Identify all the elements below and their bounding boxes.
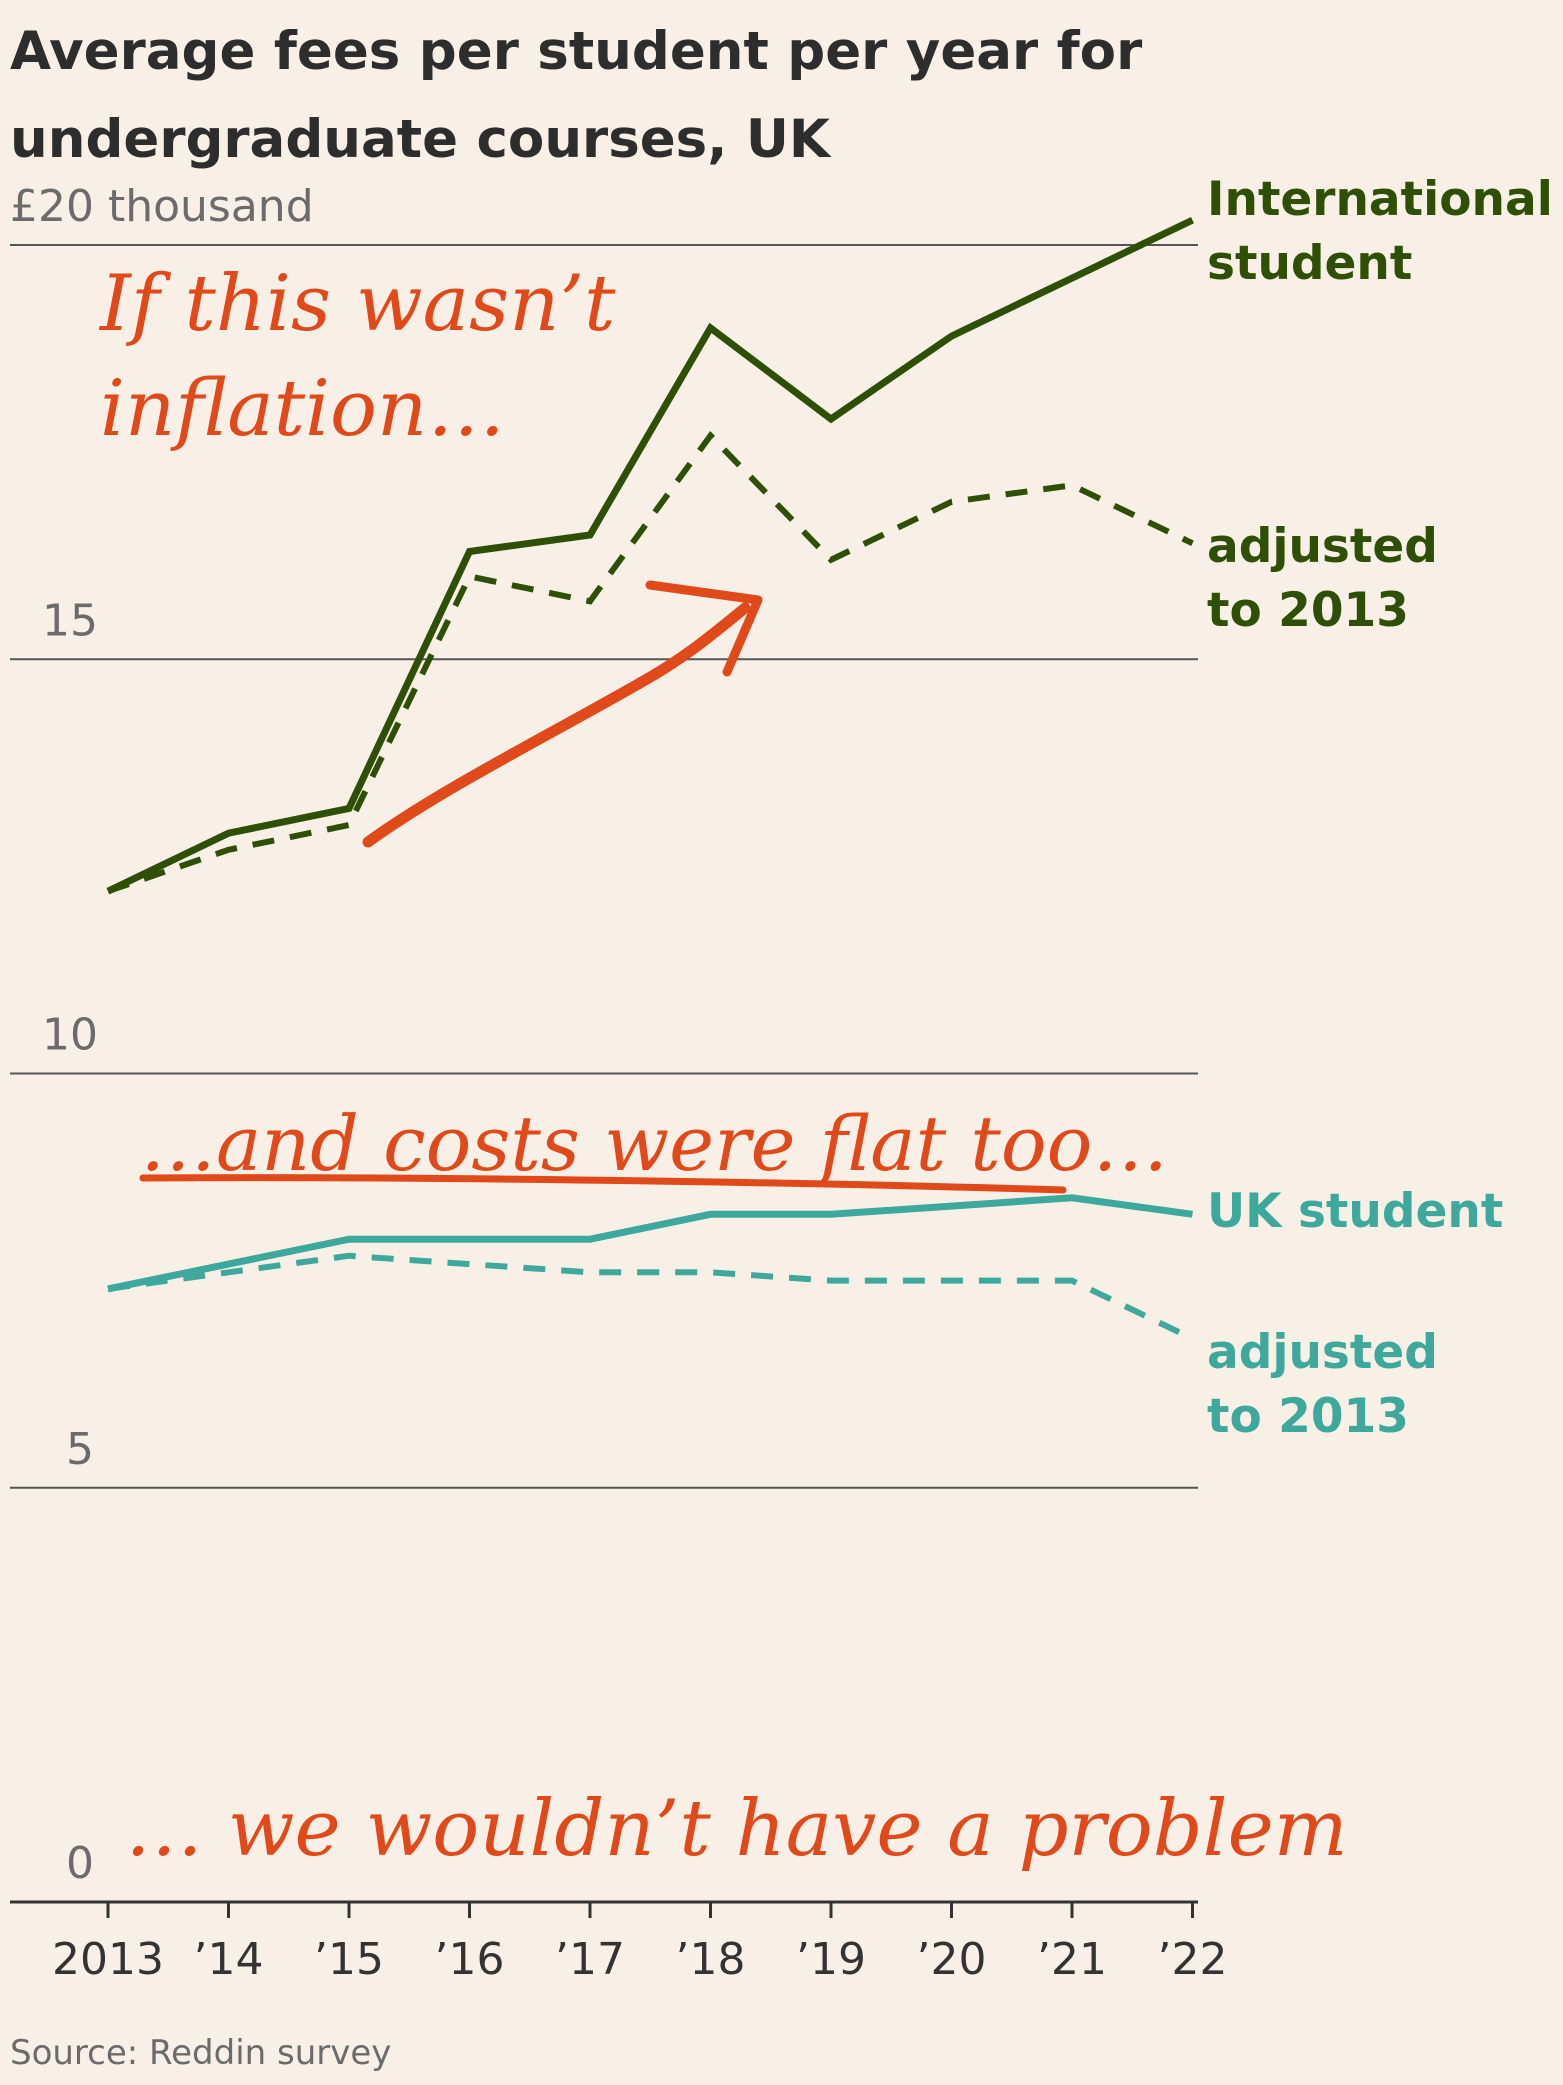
annotation-underline [139, 1174, 1067, 1194]
source-note: Source: Reddin survey [10, 2033, 392, 2073]
chart-title-line-2: undergraduate courses, UK [10, 109, 830, 170]
x-tick-label: ’15 [314, 1934, 384, 1985]
series-label-0: International [1207, 172, 1553, 227]
annotation-inflation-line-2: inflation… [100, 364, 505, 454]
series-lines [106, 216, 1195, 1342]
chart-title-line-1: Average fees per student per year for [10, 21, 1143, 82]
series-label-3: adjusted [1207, 1325, 1438, 1380]
series-label-1: adjusted [1207, 519, 1438, 574]
x-tick-label: ’22 [1158, 1934, 1228, 1985]
y-tick-label: 15 [42, 595, 98, 646]
arrow-shaft [362, 602, 751, 848]
annotation-inflation-line-1: If this wasn’t [98, 259, 616, 349]
y-tick-label: £20 thousand [10, 181, 314, 232]
x-tick-label: ’19 [796, 1934, 866, 1985]
series-line-1 [107, 430, 1194, 895]
x-tick-label: ’18 [676, 1934, 746, 1985]
series-line-2 [107, 1194, 1193, 1293]
annotation-flat-costs: …and costs were flat too… [139, 1099, 1168, 1194]
series-labels: International student adjusted to 2013 UK st… [1207, 172, 1553, 1444]
grid-lines [10, 244, 1198, 1489]
y-axis-ticks: £20 thousand 15 10 5 0 [10, 181, 314, 1889]
series-line-3 [107, 1252, 1194, 1342]
y-tick-label: 5 [66, 1424, 94, 1475]
annotation-arrow [362, 580, 763, 848]
series-label-3: to 2013 [1207, 1389, 1409, 1444]
x-tick-label: ’21 [1037, 1934, 1107, 1985]
x-axis: 2013 ’14 ’15 ’16 ’17 ’18 ’19 ’20 ’21 ’22 [10, 1900, 1228, 1985]
series-label-0: student [1207, 236, 1412, 291]
annotation-inflation: If this wasn’t inflation… [98, 259, 616, 454]
y-tick-label: 0 [66, 1838, 94, 1889]
x-tick-label: ’16 [435, 1934, 505, 1985]
series-label-1: to 2013 [1207, 583, 1409, 638]
annotation-flat-costs-text: …and costs were flat too… [140, 1099, 1168, 1188]
annotation-problem: … we wouldn’t have a problem [125, 1784, 1348, 1874]
x-tick-label: 2013 [52, 1934, 164, 1985]
series-line-0 [106, 216, 1195, 895]
x-tick-label: ’14 [194, 1934, 264, 1985]
x-tick-label: ’17 [555, 1934, 625, 1985]
arrow-head [645, 580, 763, 677]
y-tick-label: 10 [42, 1010, 98, 1061]
chart-title: Average fees per student per year for un… [10, 8, 1310, 184]
series-label-2: UK student [1207, 1184, 1503, 1239]
x-tick-label: ’20 [917, 1934, 987, 1985]
